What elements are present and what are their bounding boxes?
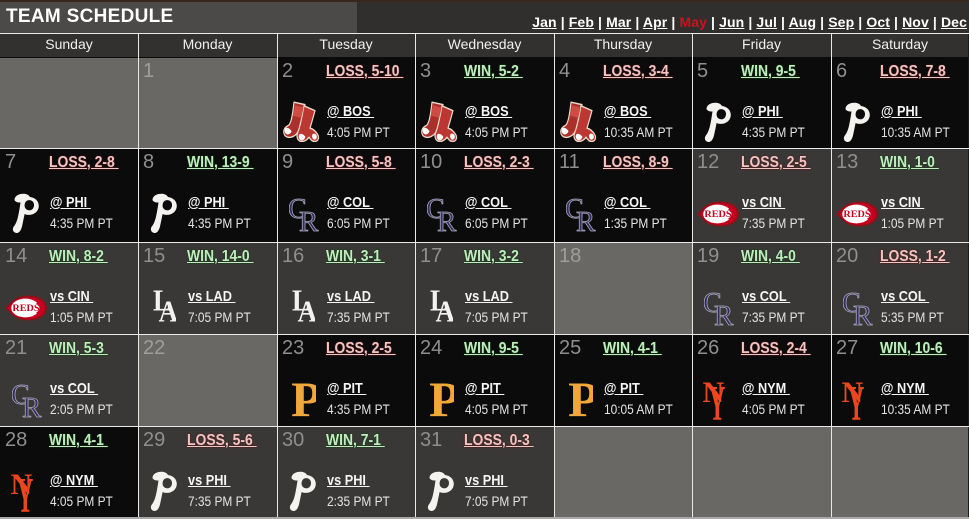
- svg-text:N: N: [703, 380, 725, 409]
- svg-text:REDS: REDS: [704, 209, 732, 220]
- svg-text:Y: Y: [17, 472, 33, 513]
- svg-text:REDS: REDS: [843, 209, 871, 220]
- svg-text:Y: Y: [709, 380, 725, 421]
- svg-text:C: C: [427, 197, 445, 225]
- svg-text:P: P: [569, 381, 593, 417]
- svg-text:C: C: [289, 197, 307, 225]
- svg-text:C: C: [566, 197, 584, 225]
- svg-text:C: C: [704, 291, 722, 319]
- svg-text:R: R: [22, 392, 42, 419]
- svg-text:R: R: [299, 206, 319, 233]
- svg-text:A: A: [159, 295, 176, 322]
- svg-text:P: P: [292, 381, 316, 417]
- svg-text:L: L: [292, 290, 310, 318]
- svg-text:L: L: [430, 290, 448, 318]
- svg-text:Y: Y: [848, 380, 864, 421]
- svg-text:L: L: [153, 290, 171, 318]
- svg-text:C: C: [843, 291, 861, 319]
- svg-text:R: R: [853, 300, 873, 327]
- svg-text:N: N: [842, 380, 864, 409]
- svg-text:A: A: [436, 295, 453, 322]
- svg-text:N: N: [11, 472, 33, 501]
- svg-text:R: R: [437, 206, 457, 233]
- svg-text:A: A: [298, 295, 315, 322]
- svg-text:REDS: REDS: [12, 303, 40, 314]
- svg-text:R: R: [576, 206, 596, 233]
- svg-text:P: P: [430, 381, 454, 417]
- svg-text:R: R: [714, 300, 734, 327]
- svg-text:C: C: [12, 383, 30, 411]
